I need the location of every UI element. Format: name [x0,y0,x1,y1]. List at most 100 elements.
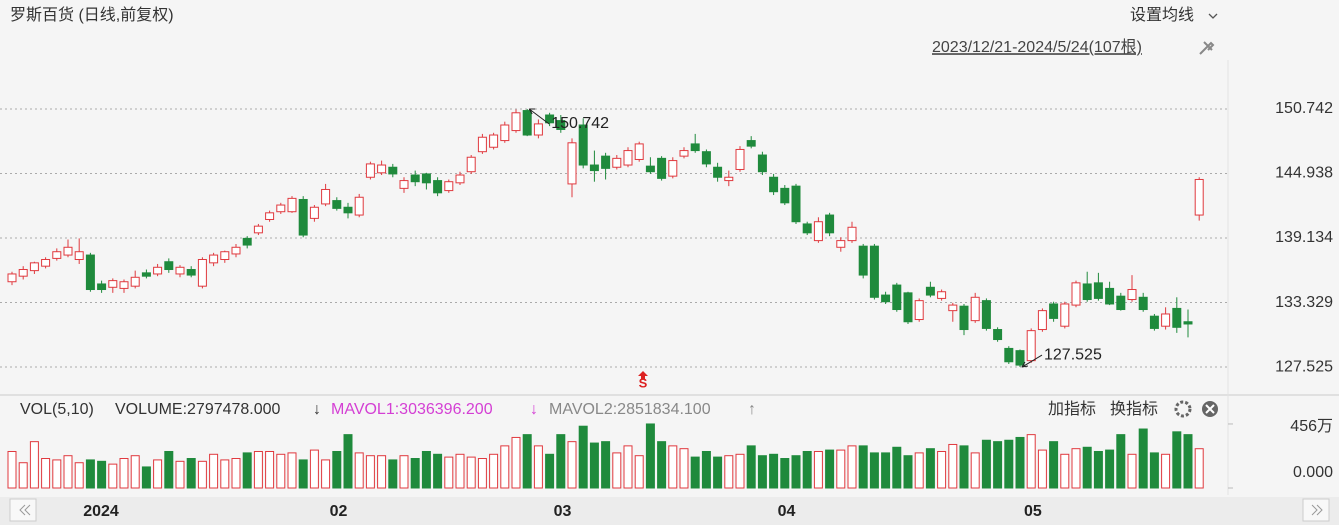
volume-bar [925,448,935,489]
volume-bar [746,445,756,489]
x-tick-label: 2024 [83,503,119,520]
volume-bar [959,445,969,489]
candle-body [29,262,39,272]
volume-bar [108,463,118,489]
volume-bar [1161,453,1171,489]
candle-body [477,136,487,153]
candle-body [578,124,588,166]
volume-bar [522,434,532,489]
scroll-left[interactable] [9,498,37,522]
y-tick-label: 0.000 [1293,464,1333,481]
candle-body [634,143,644,160]
candle-body [813,221,823,242]
candle-body [455,174,465,184]
date-range[interactable]: 2023/12/21-2024/5/24(107根) [932,38,1142,56]
candle-body [298,198,308,236]
scroll-right[interactable] [1302,498,1330,522]
candle-body [657,157,667,179]
volume-bar [1015,436,1025,489]
candle-body [780,187,790,204]
volume-bar [1127,453,1137,489]
add-indicator[interactable]: 加指标 [1048,400,1096,418]
volume-bar [399,455,409,489]
volume-bar [7,450,17,489]
volume-bar [1183,434,1193,489]
volume-bar [1037,449,1047,489]
volume-bar [847,445,857,489]
candle-body [1149,315,1159,329]
pin-icon[interactable] [1199,41,1215,55]
volume-bar [298,459,308,489]
volume-bar [1105,449,1115,489]
volume-bar [377,455,387,489]
candle-body [847,226,857,242]
volume-bar [645,423,655,489]
volume-bar [85,459,95,489]
candle-body [869,245,879,298]
volume-bar [209,453,219,489]
candle-body [74,251,84,261]
switch-indicator[interactable]: 换指标 [1110,400,1158,418]
volume-bar [679,448,689,489]
volume-bar [220,459,230,489]
volume-bar [309,449,319,489]
dropdown-icon[interactable] [1208,13,1218,19]
candle-body [164,261,174,271]
settings-icon[interactable] [1174,400,1192,418]
candle-body [466,156,476,173]
candle-body [321,188,331,205]
volume-bar [623,445,633,489]
candle-body [735,148,745,170]
volume-bar [433,453,443,489]
volume-bar [130,455,140,489]
volume-bar [1071,448,1081,489]
y-tick-label: 133.329 [1275,294,1333,311]
candle-body [533,123,543,136]
volume-bar [881,452,891,489]
candle-body [825,214,835,234]
candle-body [287,197,297,213]
volume-bar [937,450,947,489]
candle-body [1049,303,1059,319]
volume-bar [421,450,431,489]
candle-body [186,269,196,276]
candle-body [399,180,409,189]
annotation-arrow [528,108,550,125]
volume-bar [410,458,420,489]
y-tick-label: 139.134 [1275,229,1333,246]
candle-body [276,204,286,213]
candle-body [724,176,734,182]
volume-bar [1093,450,1103,489]
ma-settings[interactable]: 设置均线 [1130,6,1194,24]
volume-bar [41,458,51,489]
candle-body [220,251,230,261]
candle-body [1037,310,1047,331]
candle-body [265,212,275,220]
signal-arrow [638,371,648,379]
candle-body [41,259,51,267]
candle-body [903,292,913,323]
volume-bar [511,436,521,489]
volume-bar [914,452,924,489]
candle-body [97,283,107,291]
candle-body [332,200,342,209]
volume-bar [29,441,39,489]
candle-body [410,174,420,183]
volume-bar [567,441,577,489]
volume-bar [1194,448,1204,489]
annotation-arrowhead [1021,361,1029,368]
volume-bar [769,453,779,489]
volume-bar [578,425,588,489]
x-tick-label: 02 [330,503,348,520]
candle-body [881,294,891,303]
chart-title: 罗斯百货 (日线,前复权) [10,6,174,24]
y-tick-label: 127.525 [1275,358,1333,375]
x-tick-label: 05 [1024,503,1042,520]
candle-body [1116,295,1126,311]
volume-bar [119,458,129,489]
volume-bar [365,455,375,489]
volume-bar [18,462,28,489]
candle-body [141,272,151,277]
